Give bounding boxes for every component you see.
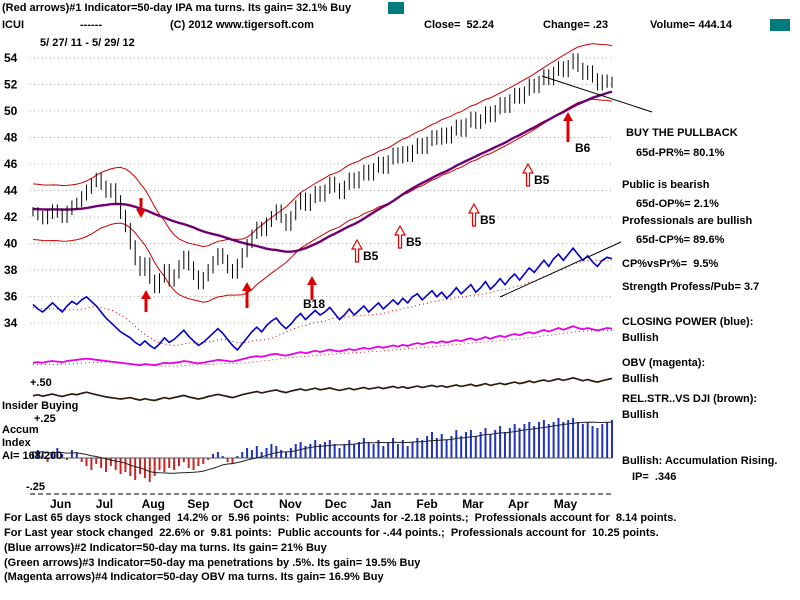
month-label: Dec: [325, 497, 347, 511]
indicator4-legend: (Magenta arrows)#4 Indicator=50-day OBV …: [4, 571, 384, 583]
indicator1-legend: (Red arrows)#1 Indicator=50-day IPA ma t…: [2, 2, 352, 14]
buy-arrow-icon: [350, 238, 364, 263]
price-tick: 34: [4, 316, 18, 330]
price-tick: 40: [4, 237, 18, 251]
buy-arrow-icon: [141, 290, 151, 312]
closing-power-line: [32, 246, 613, 352]
panel-buy-pullback: BUY THE PULLBACK: [626, 127, 738, 139]
panel-relstr-label: REL.STR..VS DJI (brown):: [622, 393, 758, 405]
panel-relstr-bullish: Bullish: [622, 409, 659, 421]
rel-str-line: [32, 376, 613, 402]
index-label: Index: [2, 437, 31, 449]
ma-50-line: [32, 90, 613, 253]
scale-minus25: -.25: [26, 481, 45, 493]
analysis-panel: BUY THE PULLBACK 65d-PR%= 80.1% Public i…: [620, 0, 798, 600]
panel-strength-ratio: Strength Profess/Pub= 3.7: [622, 281, 760, 293]
accum-label: Accum: [2, 424, 39, 436]
indicator2-legend: (Blue arrows)#2 Indicator=50-day ma turn…: [4, 542, 327, 554]
change-value: Change= .23: [543, 19, 609, 31]
price-tick: 36: [4, 290, 18, 304]
arrow-signal-label: B5: [480, 213, 496, 227]
month-label: Mar: [462, 497, 484, 511]
month-label: Jun: [50, 497, 71, 511]
panel-obv-bullish: Bullish: [622, 373, 659, 385]
ticker-symbol: ICUI: [2, 19, 24, 31]
trendline: [541, 75, 653, 113]
price-tick: 38: [4, 263, 18, 277]
price-tick: 50: [4, 104, 18, 118]
closing-power-ma: [32, 259, 613, 346]
buy-arrow-icon: [563, 112, 573, 142]
ai-value: AI= 168/200: [2, 450, 63, 462]
date-range: 5/ 27/ 11 - 5/ 29/ 12: [40, 37, 135, 49]
ai-smoothed-line: [32, 421, 613, 474]
insider-buying-label: Insider Buying: [2, 400, 79, 412]
month-label: Nov: [279, 497, 302, 511]
month-label: Feb: [416, 497, 437, 511]
panel-professionals: Professionals are bullish: [622, 215, 753, 227]
obv-line: [32, 325, 613, 367]
buy-arrow-icon: [393, 224, 407, 249]
panel-cp-pct: 65d-CP%= 89.6%: [636, 234, 725, 246]
month-label: Jul: [96, 497, 113, 511]
scale-plus50: +.50: [30, 377, 52, 389]
close-value: Close= 52.24: [424, 19, 495, 31]
price-tick: 42: [4, 210, 18, 224]
price-tick: 54: [4, 51, 18, 65]
panel-obv-label: OBV (magenta):: [622, 357, 706, 369]
scale-plus25: +.25: [34, 413, 56, 425]
month-label: Apr: [508, 497, 529, 511]
arrow-signal-label: B5: [406, 235, 422, 249]
arrow-signal-label: B6: [575, 141, 591, 155]
month-label: Sep: [187, 497, 209, 511]
buy-arrow-icon: [521, 162, 535, 187]
month-label: May: [554, 497, 578, 511]
buy-arrow-icon: [242, 282, 252, 308]
arrow-signal-label: B18: [303, 297, 325, 311]
arrow-signal-label: B5: [363, 249, 379, 263]
volume-value: Volume= 444.14: [650, 19, 733, 31]
panel-closing-power-label: CLOSING POWER (blue):: [622, 316, 754, 328]
footer-year-summary: For Last year stock changed 22.6% or 9.8…: [4, 527, 659, 539]
header-dashes: ------: [80, 19, 102, 31]
month-label: Oct: [233, 497, 253, 511]
panel-op-pct: 65d-OP%= 2.1%: [636, 198, 719, 210]
obv-ma: [32, 330, 613, 367]
upper-band: [32, 43, 613, 248]
sell-arrow-icon: [136, 198, 146, 218]
panel-accum-rising: Bullish: Accumulation Rising.: [622, 455, 778, 467]
panel-ip-value: IP= .346: [632, 471, 677, 483]
panel-cp-vs-pr: CP%vsPr%= 9.5%: [622, 258, 719, 270]
price-tick: 46: [4, 157, 18, 171]
price-tick: 48: [4, 131, 18, 145]
price-tick: 52: [4, 78, 18, 92]
arrow-signal-label: B5: [534, 173, 550, 187]
teal-block-icon: [388, 2, 404, 14]
month-label: Aug: [142, 497, 165, 511]
indicator3-legend: (Green arrows)#3 Indicator=50-day ma pen…: [4, 557, 421, 569]
panel-public-bearish: Public is bearish: [622, 179, 710, 191]
teal-block-icon: [770, 19, 790, 31]
copyright-text: (C) 2012 www.tigersoft.com: [170, 19, 314, 31]
buy-arrow-icon: [467, 202, 481, 227]
buy-arrow-icon: [307, 276, 317, 300]
lower-band: [32, 98, 613, 303]
footer-65day-summary: For Last 65 days stock changed 14.2% or …: [4, 512, 677, 524]
price-tick: 44: [4, 184, 18, 198]
panel-pr-pct: 65d-PR%= 80.1%: [636, 147, 725, 159]
month-label: Jan: [371, 497, 392, 511]
trendline: [499, 241, 622, 298]
panel-cp-bullish: Bullish: [622, 332, 659, 344]
